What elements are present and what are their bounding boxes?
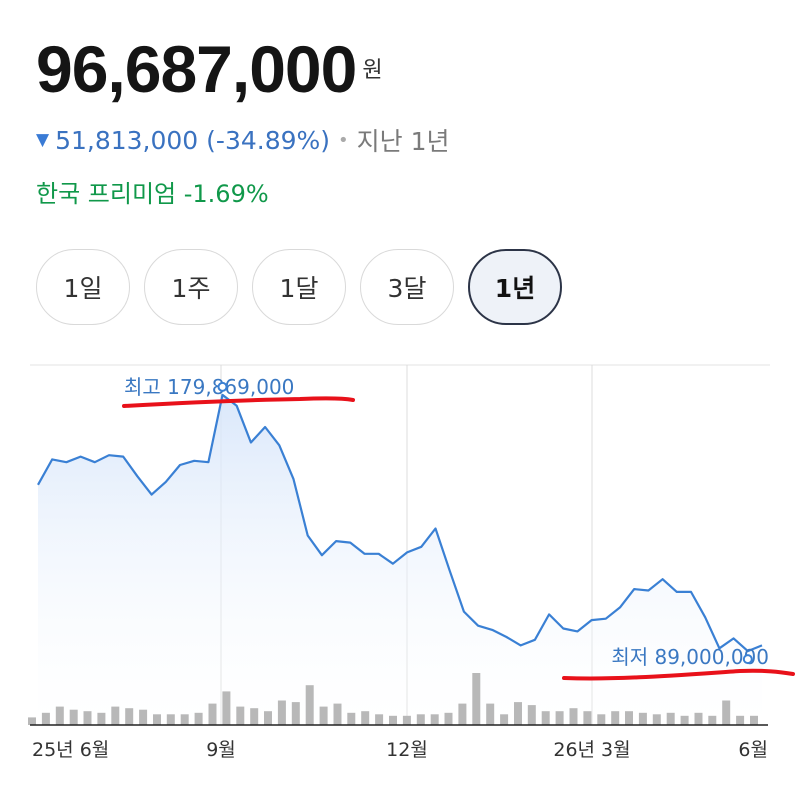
- volume-bar: [222, 691, 231, 725]
- high-underline-mark: [122, 396, 355, 408]
- price-area: [38, 394, 762, 725]
- price-line: [37, 393, 763, 653]
- volume-bar: [722, 700, 731, 725]
- volume-bar: [430, 714, 439, 725]
- low-point-marker: [742, 654, 753, 665]
- x-axis-ticks: 25년 6월 9월 12월 26년 3월 6월: [32, 739, 768, 761]
- volume-bar: [41, 712, 50, 725]
- volume-bar: [180, 714, 189, 725]
- volume-bar: [166, 714, 175, 725]
- volume-bar: [291, 702, 300, 725]
- volume-bar: [347, 712, 356, 725]
- price-change-row: ▼ 51,813,000 (-34.89%) • 지난 1년: [36, 122, 450, 158]
- price-header: 96,687,000 원: [36, 30, 383, 108]
- volume-bar: [597, 714, 606, 725]
- volume-bar: [555, 711, 564, 725]
- triangle-down-icon: ▼: [36, 129, 50, 150]
- high-point-marker: [217, 381, 228, 392]
- volume-bar: [638, 712, 647, 725]
- current-price: 96,687,000: [36, 32, 357, 106]
- tab-3-months[interactable]: 3달: [360, 249, 454, 325]
- volume-bar: [264, 711, 272, 725]
- volume-bar: [83, 711, 92, 725]
- period-label: 지난 1년: [356, 127, 450, 156]
- low-underline-mark: [562, 668, 795, 681]
- volume-bar: [305, 685, 314, 725]
- price-chart[interactable]: 25년 6월 9월 12월 26년 3월 6월 최고 179,869,000 최저 89…: [0, 350, 800, 787]
- volume-bar: [458, 703, 467, 725]
- tab-1-week[interactable]: 1주: [144, 249, 238, 325]
- volume-bar: [527, 705, 536, 725]
- volume-bar: [514, 702, 522, 725]
- volume-bar: [277, 700, 286, 725]
- tab-1-year[interactable]: 1년: [468, 249, 562, 325]
- volume-bar: [250, 708, 259, 725]
- volume-bar: [28, 717, 36, 725]
- volume-bar: [569, 708, 578, 725]
- volume-bar: [583, 711, 592, 725]
- separator-dot: •: [338, 129, 349, 151]
- volume-bar: [194, 712, 203, 725]
- volume-bar: [97, 712, 106, 725]
- volume-bar: [625, 711, 633, 725]
- currency-label: 원: [362, 58, 383, 83]
- volume-bar: [69, 709, 78, 725]
- volume-bar: [736, 715, 745, 725]
- volume-bar: [55, 706, 64, 725]
- korea-premium: 한국 프리미엄 -1.69%: [36, 180, 269, 208]
- volume-bar: [125, 708, 134, 725]
- volume-bar: [500, 714, 509, 725]
- volume-bar: [472, 673, 481, 725]
- x-tick-label: 12월: [386, 739, 428, 761]
- volume-bar: [611, 711, 620, 725]
- volume-bar: [402, 715, 411, 725]
- volume-bar: [389, 715, 397, 725]
- volume-bar: [416, 714, 425, 725]
- volume-bars: [28, 673, 758, 725]
- volume-bar: [236, 706, 245, 725]
- x-tick-label: 26년 3월: [553, 739, 630, 761]
- volume-bar: [444, 712, 453, 725]
- x-tick-label: 6월: [738, 739, 768, 761]
- volume-bar: [111, 706, 120, 725]
- period-tabs: 1일 1주 1달 3달 1년: [36, 249, 562, 325]
- high-annotation: 최고 179,869,000: [124, 375, 294, 399]
- volume-bar: [750, 715, 758, 725]
- volume-bar: [708, 715, 717, 725]
- tab-1-month[interactable]: 1달: [252, 249, 346, 325]
- volume-bar: [139, 709, 148, 725]
- volume-bar: [208, 703, 217, 725]
- volume-bar: [666, 712, 675, 725]
- volume-bar: [375, 714, 384, 725]
- x-tick-label: 25년 6월: [32, 739, 109, 761]
- volume-bar: [652, 714, 661, 725]
- volume-bar: [541, 711, 550, 725]
- volume-bar: [319, 706, 328, 725]
- tab-1-day[interactable]: 1일: [36, 249, 130, 325]
- volume-bar: [333, 703, 342, 725]
- price-change: 51,813,000 (-34.89%): [55, 125, 331, 155]
- volume-bar: [694, 712, 703, 725]
- x-tick-label: 9월: [206, 739, 236, 761]
- volume-bar: [680, 715, 689, 725]
- volume-bar: [361, 711, 370, 725]
- volume-bar: [153, 714, 161, 725]
- low-annotation: 최저 89,000,000: [611, 645, 769, 669]
- volume-bar: [486, 703, 495, 725]
